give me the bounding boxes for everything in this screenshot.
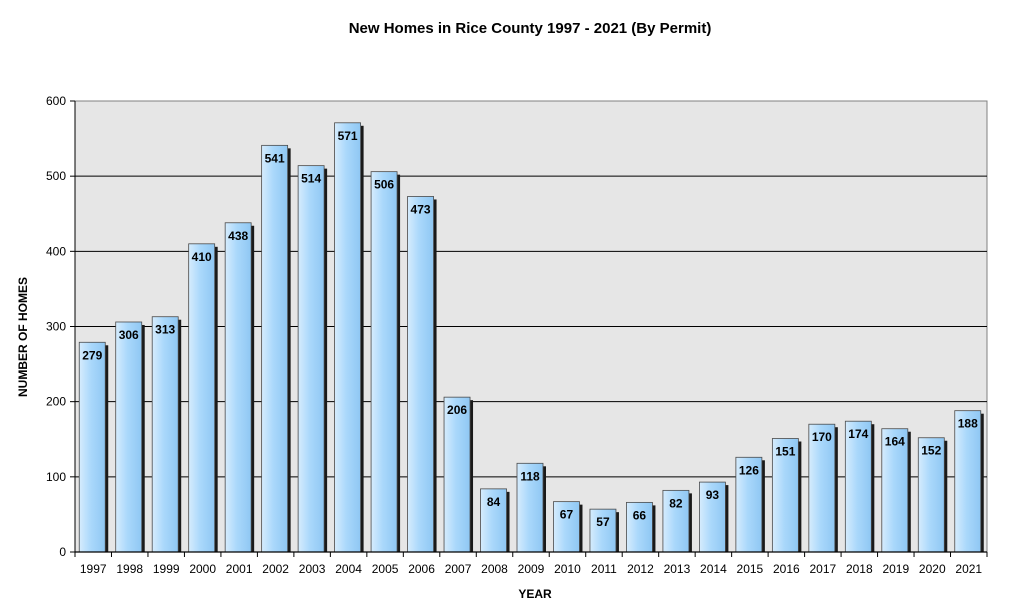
x-tick-label: 2000 <box>189 562 216 576</box>
bar <box>589 508 617 553</box>
x-tick-label: 2003 <box>299 562 326 576</box>
x-tick-label: 1999 <box>153 562 180 576</box>
bar <box>297 165 325 553</box>
bar <box>334 122 362 553</box>
x-tick-label: 2012 <box>627 562 654 576</box>
x-tick-label: 2009 <box>518 562 545 576</box>
x-tick-label: 2014 <box>700 562 727 576</box>
bar <box>443 396 471 553</box>
data-label: 174 <box>848 427 868 441</box>
x-tick-label: 1997 <box>80 562 107 576</box>
data-label: 93 <box>706 488 720 502</box>
data-label: 126 <box>739 463 759 477</box>
bar <box>151 316 179 553</box>
data-label: 188 <box>958 417 978 431</box>
bar <box>407 196 434 553</box>
data-label: 57 <box>596 515 610 529</box>
data-label: 66 <box>633 508 647 522</box>
chart-title: New Homes in Rice County 1997 - 2021 (By… <box>348 20 712 37</box>
bar <box>699 481 726 553</box>
y-tick-label: 0 <box>59 545 66 559</box>
data-label: 118 <box>520 469 540 483</box>
bar <box>188 243 216 553</box>
x-tick-label: 2013 <box>664 562 691 576</box>
x-tick-label: 2010 <box>554 562 581 576</box>
x-tick-label: 2004 <box>335 562 362 576</box>
x-tick-label: 2020 <box>919 562 946 576</box>
data-label: 313 <box>155 323 175 337</box>
x-axis-title: YEAR <box>518 587 552 601</box>
x-tick-label: 2001 <box>226 562 253 576</box>
bar <box>881 428 909 553</box>
data-label: 67 <box>560 508 574 522</box>
bar <box>626 501 653 553</box>
bar <box>516 462 544 553</box>
bar <box>370 171 398 553</box>
x-tick-label: 2016 <box>773 562 800 576</box>
data-label: 473 <box>411 202 431 216</box>
y-axis-title: NUMBER OF HOMES <box>16 277 30 397</box>
y-tick-label: 300 <box>46 320 66 334</box>
x-tick-label: 2007 <box>445 562 472 576</box>
x-tick-label: 2021 <box>955 562 982 576</box>
x-tick-label: 2005 <box>372 562 399 576</box>
data-label: 151 <box>775 444 795 458</box>
data-label: 306 <box>119 328 139 342</box>
data-label: 170 <box>812 430 832 444</box>
data-label: 438 <box>228 229 248 243</box>
y-tick-label: 500 <box>46 169 66 183</box>
bar <box>917 437 945 553</box>
x-tick-label: 2011 <box>591 562 617 576</box>
y-axis: 0 100 200 300 400 500 600 <box>46 94 76 559</box>
bar <box>808 423 836 553</box>
x-tick-label: 2002 <box>262 562 289 576</box>
bar <box>735 456 763 553</box>
x-tick-label: 2015 <box>737 562 764 576</box>
bars: 279 306 313 410 438 541 514 571 506 473 206 84 118 67… <box>78 122 984 553</box>
x-tick-label: 2017 <box>809 562 836 576</box>
data-label: 410 <box>192 250 212 264</box>
data-label: 206 <box>447 403 467 417</box>
bar <box>261 144 289 553</box>
data-label: 164 <box>885 435 905 449</box>
bar <box>662 489 690 553</box>
bar <box>954 410 982 553</box>
x-tick-label: 2008 <box>481 562 508 576</box>
x-tick-label: 2006 <box>408 562 435 576</box>
y-tick-label: 100 <box>46 470 66 484</box>
y-tick-label: 200 <box>46 395 66 409</box>
data-label: 514 <box>301 172 321 186</box>
x-tick-label: 1998 <box>116 562 143 576</box>
x-tick-label: 2018 <box>846 562 873 576</box>
x-axis: 1997 1998 1999 2000 2001 2002 2003 2004 2005 2006… <box>74 551 988 576</box>
bar <box>78 341 106 553</box>
bar <box>115 321 143 553</box>
data-label: 571 <box>338 129 358 143</box>
bar <box>480 488 507 553</box>
data-label: 541 <box>265 151 285 165</box>
data-label: 84 <box>487 495 501 509</box>
data-label: 506 <box>374 178 394 192</box>
data-label: 82 <box>669 496 683 510</box>
bar <box>771 438 799 553</box>
y-tick-label: 400 <box>46 244 66 258</box>
bar <box>844 420 872 553</box>
x-tick-label: 2019 <box>882 562 909 576</box>
data-label: 152 <box>921 444 941 458</box>
y-tick-label: 600 <box>46 94 66 108</box>
bar <box>553 501 580 553</box>
data-label: 279 <box>82 348 102 362</box>
bar <box>224 222 252 553</box>
